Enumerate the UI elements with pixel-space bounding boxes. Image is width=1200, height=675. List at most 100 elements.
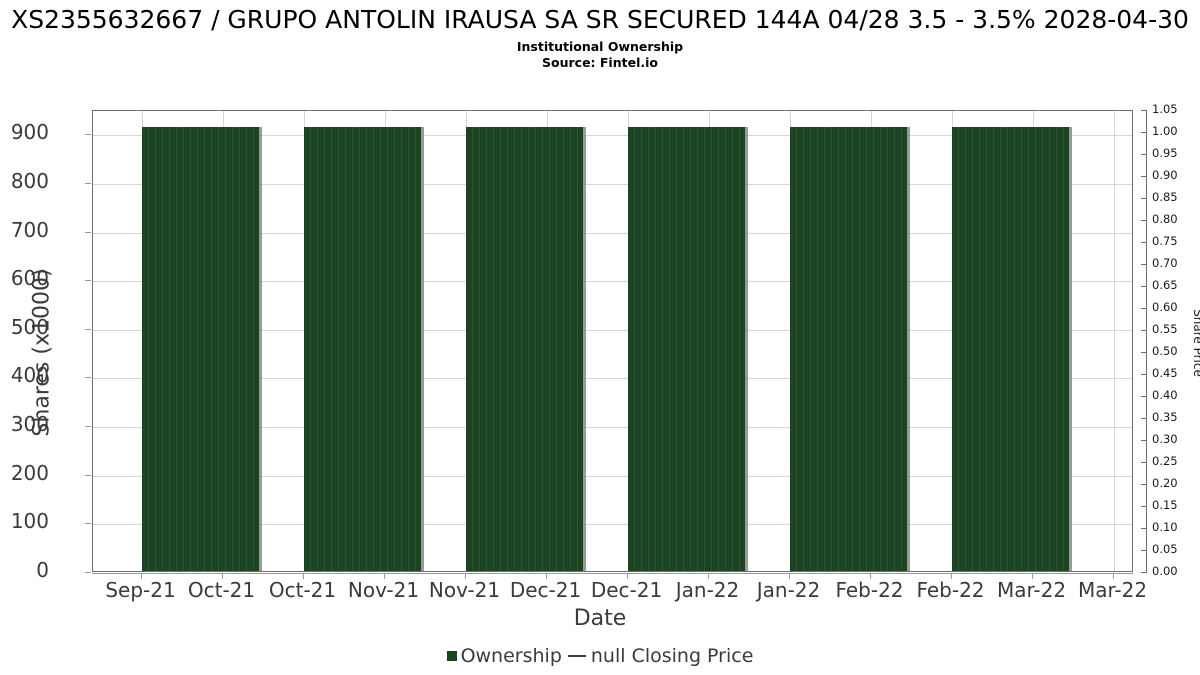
y-axis-left-tick-label: 500 (10, 314, 49, 339)
chart-legend: Ownership null Closing Price (0, 645, 1200, 667)
bar-ownership[interactable] (466, 127, 583, 571)
y-axis-right-tick-mark (1141, 308, 1147, 309)
x-axis-tick-mark (1032, 573, 1033, 579)
x-axis-tick-label: Feb-22 (835, 578, 904, 602)
legend-line-icon (567, 655, 586, 657)
y-axis-left-tick-label: 700 (10, 217, 49, 242)
legend-item-ownership[interactable]: Ownership (446, 645, 562, 667)
y-axis-right-tick-mark (1141, 242, 1147, 243)
y-axis-left-tick-label: 600 (10, 266, 49, 291)
y-axis-left-tick-mark (85, 426, 91, 428)
y-axis-right-tick-mark (1141, 396, 1147, 397)
y-axis-left-tick-mark (85, 377, 91, 379)
y-axis-right-tick-mark (1141, 330, 1147, 331)
gridline-horizontal (93, 329, 1132, 331)
bar-ownership[interactable] (142, 127, 259, 571)
right-axis-line (1146, 110, 1147, 572)
legend-item-closing-price[interactable]: null Closing Price (562, 645, 754, 667)
y-axis-right-tick-mark (1141, 550, 1147, 551)
y-axis-right-tick-mark (1141, 374, 1147, 375)
y-axis-right-tick-label: 0.50 (1152, 344, 1178, 358)
y-axis-left-tick-label: 400 (10, 363, 49, 388)
x-axis-tick-label: Nov-21 (347, 578, 420, 602)
plot-area (92, 110, 1133, 572)
x-axis-tick-mark (708, 573, 709, 579)
x-axis-tick-mark (546, 573, 547, 579)
page-title: XS2355632667 / GRUPO ANTOLIN IRAUSA SA S… (11, 5, 1189, 34)
y-axis-left-tick-mark (85, 231, 91, 233)
x-axis-tick-mark (222, 573, 223, 579)
y-axis-right-tick-mark (1141, 198, 1147, 199)
gridline-horizontal (93, 524, 1132, 526)
x-axis-tick-mark (951, 573, 952, 579)
y-axis-left-tick-label: 800 (10, 168, 49, 193)
y-axis-right-tick-label: 1.00 (1152, 124, 1178, 138)
y-axis-right-tick-mark (1141, 418, 1147, 419)
y-axis-right-tick-mark (1141, 528, 1147, 529)
chart-source: Source: Fintel.io (542, 55, 658, 70)
y-axis-left-tick-label: 300 (10, 412, 49, 437)
gridline-vertical (1113, 111, 1115, 571)
y-axis-right-tick-mark (1141, 176, 1147, 177)
x-axis-tick-mark (870, 573, 871, 579)
title-block: XS2355632667 / GRUPO ANTOLIN IRAUSA SA S… (0, 4, 1200, 71)
y-axis-right-tick-mark (1141, 506, 1147, 507)
x-axis-tick-label: Sep-21 (105, 578, 176, 602)
y-axis-left-tick-label: 0 (36, 558, 49, 582)
bar-ownership[interactable] (952, 127, 1069, 571)
x-axis-tick-label: Mar-22 (996, 578, 1067, 602)
y-axis-right-tick-label: 0.75 (1152, 234, 1178, 248)
y-axis-right-tick-label: 0.80 (1152, 212, 1178, 226)
y-axis-right-tick-mark (1141, 264, 1147, 265)
y-axis-right-tick-mark (1141, 462, 1147, 463)
gridline-horizontal (93, 281, 1132, 283)
y-axis-left-tick-mark (85, 572, 91, 573)
y-axis-right-tick-label: 0.10 (1152, 520, 1178, 534)
y-axis-right-tick-label: 0.70 (1152, 256, 1178, 270)
x-axis-title: Date (573, 606, 627, 631)
bar-ownership[interactable] (304, 127, 421, 571)
y-axis-left-tick-label: 900 (10, 120, 49, 145)
legend-label-closing-price: null Closing Price (590, 645, 754, 667)
y-axis-right-tick-label: 0.95 (1152, 146, 1178, 160)
x-axis-tick-label: Dec-21 (509, 578, 582, 602)
gridline-horizontal (93, 427, 1132, 429)
legend-label-ownership: Ownership (460, 645, 562, 667)
y-axis-right-tick-mark (1141, 286, 1147, 287)
x-axis-tick-mark (465, 573, 466, 579)
legend-square-icon (446, 651, 457, 661)
x-axis-tick-mark (141, 573, 142, 579)
gridline-horizontal (93, 378, 1132, 380)
y-axis-right-tick-label: 0.45 (1152, 366, 1178, 380)
x-axis-tick-label: Dec-21 (590, 578, 663, 602)
y-axis-left-tick-mark (85, 523, 91, 525)
y-axis-right-tick-label: 0.00 (1152, 564, 1178, 578)
y-axis-left-tick-mark (85, 328, 91, 330)
y-axis-left-tick-mark (85, 474, 91, 476)
y-axis-right-tick-mark (1141, 220, 1147, 221)
y-axis-left-tick-mark (85, 134, 91, 136)
bar-ownership[interactable] (628, 127, 745, 571)
x-axis-tick-mark (1113, 573, 1114, 579)
x-axis-tick-mark (384, 573, 385, 579)
right-axis-title: Share Price (1191, 309, 1200, 377)
y-axis-left-tick-mark (85, 280, 91, 282)
y-axis-left-tick-mark (85, 182, 91, 184)
x-axis-tick-label: Nov-21 (428, 578, 501, 602)
y-axis-right-tick-mark (1141, 484, 1147, 485)
gridline-horizontal (93, 232, 1132, 234)
y-axis-right-tick-label: 0.55 (1152, 322, 1178, 336)
x-axis-tick-label: Jan-22 (675, 578, 740, 602)
chart-subtitle: Institutional Ownership (516, 39, 684, 54)
y-axis-right-tick-label: 0.20 (1152, 476, 1178, 490)
bar-ownership[interactable] (790, 127, 907, 571)
gridline-horizontal (93, 475, 1132, 477)
y-axis-right-tick-mark (1141, 572, 1147, 573)
y-axis-right-tick-label: 0.65 (1152, 278, 1178, 292)
y-axis-right-tick-mark (1141, 154, 1147, 155)
y-axis-right-tick-label: 0.40 (1152, 388, 1178, 402)
y-axis-right-tick-label: 0.30 (1152, 432, 1178, 446)
x-axis-tick-mark (627, 573, 628, 579)
y-axis-right-tick-label: 0.05 (1152, 542, 1178, 556)
